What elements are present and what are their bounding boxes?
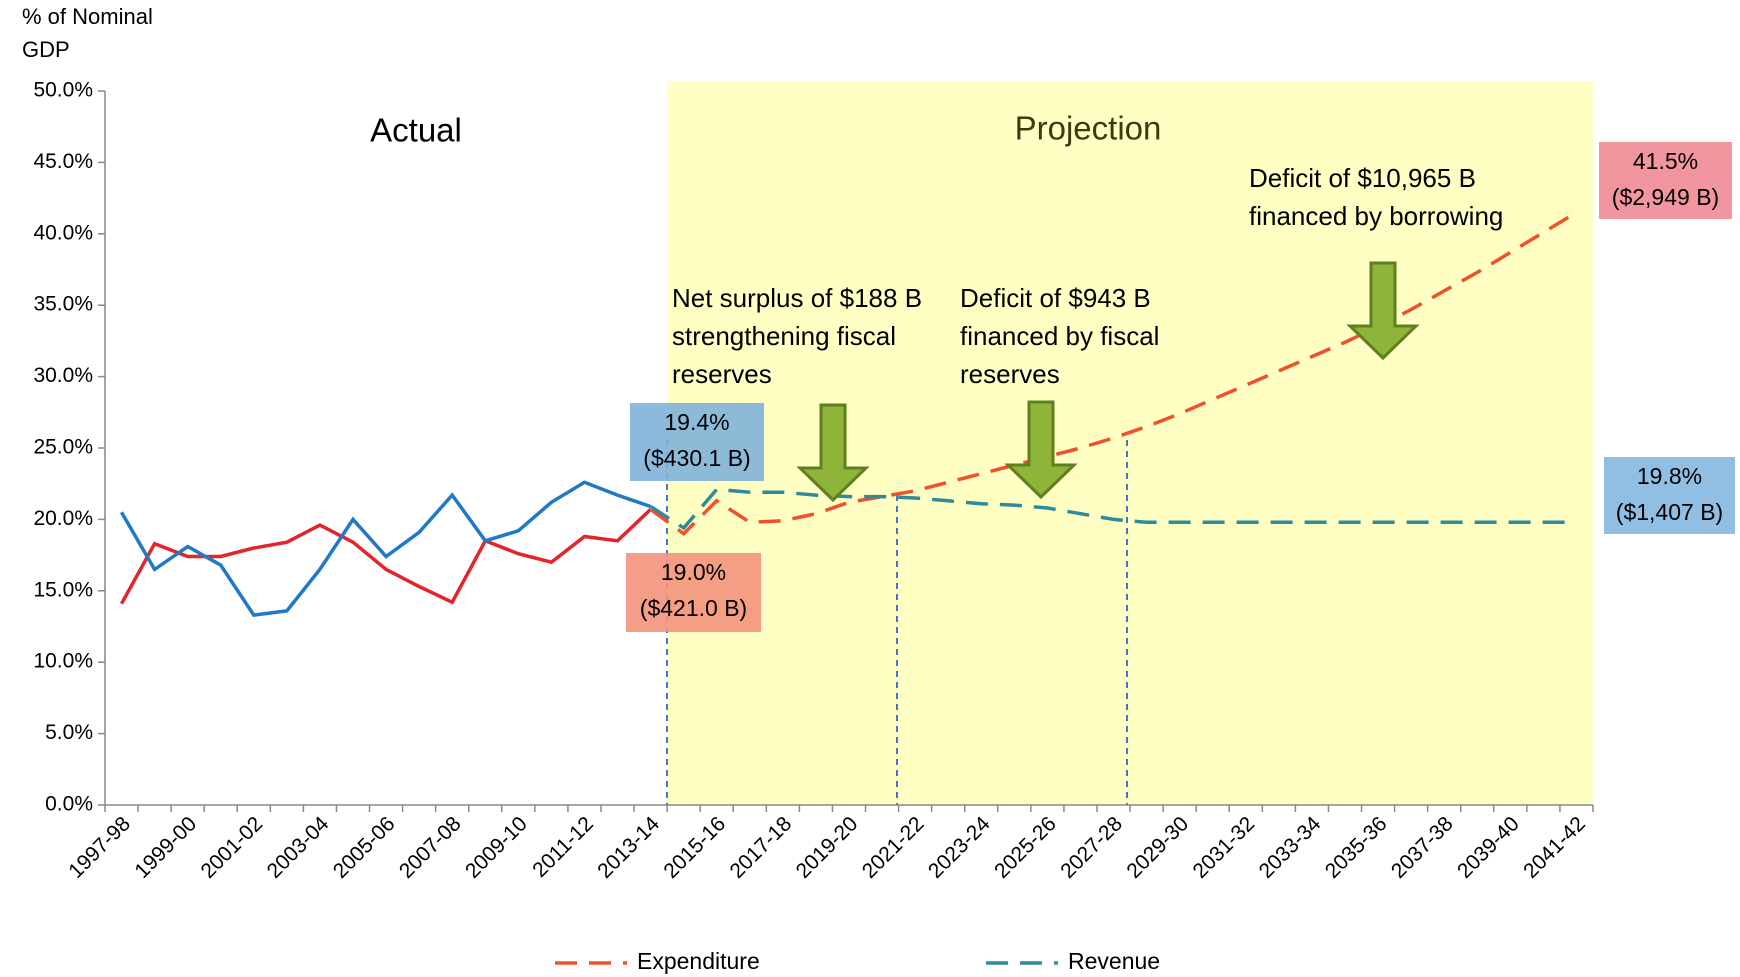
x-tick-label: 2039-40 <box>1453 812 1524 883</box>
x-tick-label: 2025-26 <box>990 812 1061 883</box>
arrow <box>1004 400 1078 500</box>
region-label: Projection <box>1015 110 1162 147</box>
x-tick-label: 2017-18 <box>726 812 797 883</box>
x-tick-label: 2007-08 <box>395 812 466 883</box>
x-tick-label: 2037-38 <box>1387 812 1458 883</box>
x-tick-label: 2019-20 <box>792 812 863 883</box>
value-box <box>1599 142 1732 219</box>
value-box-text: ($430.1 B) <box>643 445 750 471</box>
y-tick-label: 0.0% <box>45 793 93 816</box>
arrow <box>1346 261 1420 361</box>
x-tick-label: 2003-04 <box>263 812 334 883</box>
y-tick-label: 20.0% <box>33 507 93 530</box>
x-tick-label: 2005-06 <box>329 812 400 883</box>
annotation: financed by fiscal <box>960 321 1159 351</box>
value-box-text: ($421.0 B) <box>640 595 747 621</box>
y-tick-label: 45.0% <box>33 150 93 173</box>
annotation: Deficit of $10,965 B <box>1249 163 1476 193</box>
value-box-text: 19.0% <box>661 559 726 585</box>
value-box-text: 41.5% <box>1633 148 1698 174</box>
x-tick-label: 2011-12 <box>528 812 598 882</box>
annotation: strengthening fiscal <box>672 321 896 351</box>
value-box <box>626 553 761 632</box>
y-tick-label: 40.0% <box>33 221 93 244</box>
x-tick-label: 1999-00 <box>130 812 201 883</box>
value-box <box>1604 457 1735 534</box>
y-tick-label: 35.0% <box>33 293 93 316</box>
value-box <box>630 403 764 481</box>
y-tick-label: 5.0% <box>45 721 93 744</box>
annotation: reserves <box>960 359 1060 389</box>
x-tick-label: 2009-10 <box>461 812 532 883</box>
x-tick-label: 2015-16 <box>659 812 730 883</box>
x-tick-label: 2035-36 <box>1321 812 1392 883</box>
annotation: reserves <box>672 359 772 389</box>
region-label: Actual <box>370 112 462 149</box>
y-tick-label: 30.0% <box>33 364 93 387</box>
y-tick-label: 50.0% <box>33 79 93 102</box>
legend-label: Revenue <box>1068 948 1160 974</box>
y-axis-label: GDP <box>22 37 70 62</box>
x-tick-label: 2029-30 <box>1122 812 1193 883</box>
legend-label: Expenditure <box>637 948 760 974</box>
series-line <box>119 508 652 605</box>
series-line <box>119 480 652 617</box>
x-tick-label: 2023-24 <box>924 812 995 883</box>
x-tick-label: 2013-14 <box>593 812 664 883</box>
annotation: Deficit of $943 B <box>960 283 1151 313</box>
x-tick-label: 2033-34 <box>1255 812 1326 883</box>
y-axis-label: % of Nominal <box>22 4 153 29</box>
y-tick-label: 25.0% <box>33 436 93 459</box>
arrow <box>796 403 870 503</box>
value-box-text: 19.4% <box>664 409 729 435</box>
value-box-text: ($2,949 B) <box>1612 184 1719 210</box>
value-box-text: ($1,407 B) <box>1616 499 1723 525</box>
y-tick-label: 10.0% <box>33 650 93 673</box>
annotation: financed by borrowing <box>1249 201 1503 231</box>
annotation: Net surplus of $188 B <box>672 283 922 313</box>
x-tick-label: 2027-28 <box>1056 812 1127 883</box>
x-tick-label: 2041-42 <box>1519 812 1590 883</box>
series-line <box>649 487 1577 531</box>
series-line <box>649 210 1578 536</box>
x-tick-label: 1997-98 <box>64 812 135 883</box>
y-tick-label: 15.0% <box>33 578 93 601</box>
x-tick-label: 2031-32 <box>1188 812 1259 883</box>
x-tick-label: 2001-02 <box>196 812 267 883</box>
value-box-text: 19.8% <box>1637 463 1702 489</box>
x-tick-label: 2021-22 <box>858 812 929 883</box>
